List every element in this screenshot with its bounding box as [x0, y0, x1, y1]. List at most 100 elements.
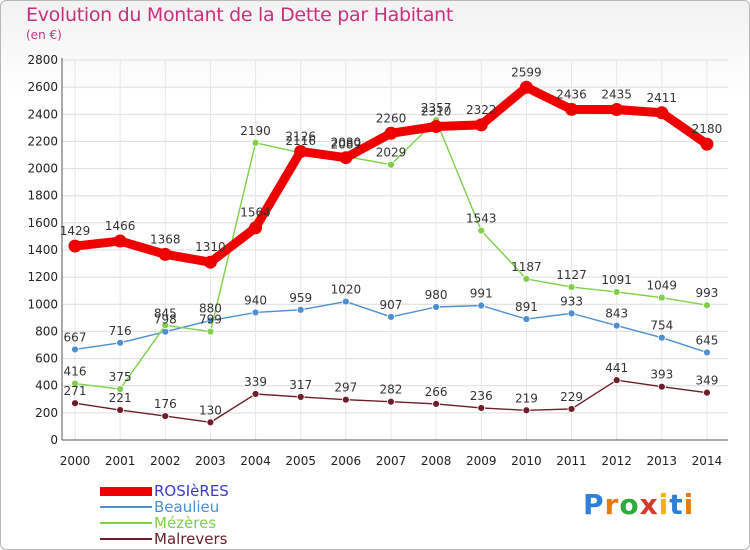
series-point [341, 395, 350, 404]
series-point [158, 247, 172, 261]
series-point [657, 382, 666, 391]
series-point [477, 301, 486, 310]
logo-letter: i [658, 488, 670, 521]
series-point [703, 348, 711, 357]
y-tick-label: 800 [35, 324, 58, 338]
series-point [341, 297, 350, 306]
data-label: 1091 [601, 273, 632, 287]
data-label: 2310 [421, 105, 452, 119]
data-label: 1049 [647, 279, 678, 293]
legend-label: ROSIèRES [154, 482, 229, 500]
x-tick-label: 2008 [421, 454, 452, 468]
logo-letter: x [639, 488, 659, 521]
series-point [610, 103, 624, 117]
data-label: 416 [64, 365, 87, 379]
series-point [657, 293, 666, 302]
data-label: 2180 [692, 122, 723, 136]
legend-swatch [100, 486, 152, 496]
x-tick-label: 2003 [195, 454, 226, 468]
series-point [703, 301, 711, 310]
data-label: 798 [154, 313, 177, 327]
data-label: 2357 [421, 101, 452, 115]
series-point [206, 327, 215, 336]
data-label: 2599 [511, 65, 542, 79]
series-point [68, 239, 82, 253]
series-point [387, 160, 395, 169]
proxiti-logo: Proxiti [583, 488, 694, 521]
series-point [612, 376, 621, 385]
y-tick-label: 0 [50, 433, 58, 447]
series-point [477, 226, 486, 235]
series-point [612, 321, 621, 330]
data-label: 2411 [647, 91, 678, 105]
series-point [519, 80, 533, 94]
data-label: 716 [109, 324, 132, 338]
logo-letter: r [604, 488, 620, 521]
data-label: 130 [199, 403, 222, 417]
series-point [161, 321, 170, 330]
data-label: 991 [470, 287, 493, 301]
series-point [432, 399, 441, 408]
series-point [700, 137, 714, 151]
y-tick-label: 2800 [27, 53, 58, 67]
series-point [113, 234, 127, 248]
series-point [565, 102, 579, 116]
data-label: 799 [199, 313, 222, 327]
y-tick-label: 600 [35, 352, 58, 366]
legend-label: Beaulieu [154, 498, 220, 516]
data-label: 1310 [195, 240, 226, 254]
data-label: 236 [470, 389, 493, 403]
chart-title: Evolution du Montant de la Dette par Hab… [26, 4, 454, 26]
x-tick-label: 2004 [240, 454, 271, 468]
data-label: 891 [515, 300, 538, 314]
logo-letter: t [669, 488, 684, 521]
y-tick-label: 1000 [27, 297, 58, 311]
series-point [296, 305, 305, 314]
data-label: 317 [289, 378, 312, 392]
x-tick-label: 2002 [150, 454, 181, 468]
data-label: 2126 [285, 129, 316, 143]
legend-swatch [100, 538, 152, 540]
series-point [703, 388, 711, 397]
data-label: 2190 [240, 124, 271, 138]
data-label: 2116 [285, 134, 316, 148]
series-point [249, 221, 263, 235]
y-tick-label: 1800 [27, 189, 58, 203]
y-tick-label: 2000 [27, 162, 58, 176]
data-label: 229 [560, 390, 583, 404]
series-point [655, 106, 669, 120]
x-tick-label: 2005 [285, 454, 316, 468]
series-point [567, 405, 576, 413]
data-label: 219 [515, 391, 538, 405]
data-label: 1187 [511, 260, 542, 274]
data-label: 1543 [466, 212, 497, 226]
data-labels: 667 716 798 880 940 959 1020 907 980 991 891 933 843… [60, 65, 723, 417]
series-point [116, 385, 125, 394]
data-label: 282 [380, 383, 403, 397]
data-label: 2089 [331, 137, 362, 151]
legend-swatch [100, 506, 152, 508]
data-label: 754 [650, 319, 673, 333]
data-label: 1368 [150, 232, 181, 246]
grid [62, 59, 728, 441]
x-tick-label: 2011 [556, 454, 587, 468]
x-tick-label: 2014 [692, 454, 723, 468]
data-label: 375 [109, 370, 132, 384]
series-point [387, 397, 395, 406]
data-label: 2436 [556, 87, 587, 101]
series-point [522, 406, 531, 415]
series-point [429, 120, 443, 133]
data-label: 880 [199, 302, 222, 316]
logo-letter: i [683, 488, 695, 521]
data-label: 349 [696, 374, 719, 388]
y-tick-label: 400 [35, 379, 58, 393]
series-point [474, 118, 488, 132]
data-label: 667 [64, 330, 87, 344]
data-label: 339 [244, 375, 267, 389]
data-label: 2029 [376, 146, 407, 160]
x-tick-label: 2001 [105, 454, 136, 468]
series-point [477, 404, 486, 412]
data-label: 393 [650, 368, 673, 382]
